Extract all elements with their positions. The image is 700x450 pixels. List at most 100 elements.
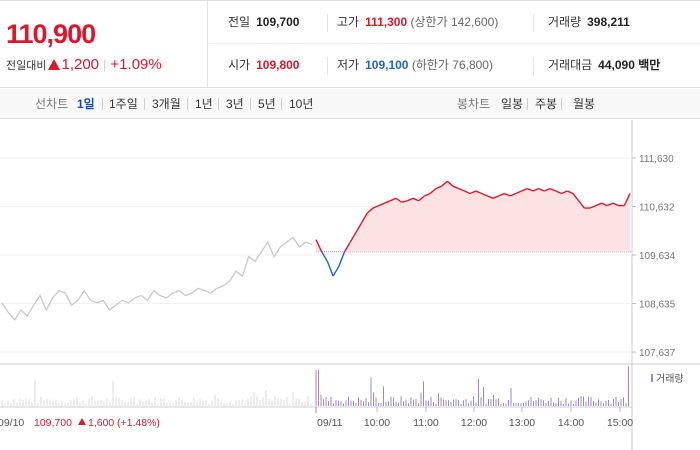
candle-chart-label: 봉차트 [457, 97, 491, 111]
today-price-segment [612, 202, 619, 207]
today-price-segment [601, 202, 608, 207]
tab-1day[interactable]: 1일 [77, 97, 95, 111]
y-tick-label: 109,634 [639, 251, 676, 262]
today-price-segment [486, 195, 494, 199]
today-price-segment [623, 193, 631, 206]
stats-grid: 전일 109,700 고가 111,300 (상한가 142,600) 거래량 398… [209, 1, 700, 87]
x-tick-label: 11:00 [413, 417, 439, 429]
tab-3year[interactable]: 3년 [226, 97, 244, 111]
x-tick-label: 12:00 [461, 417, 487, 429]
chart-period-tabs: 선차트 1일 1주일 3개월 1년 3년 5년 10년 봉차트 일봉 주봉 월봉 [0, 89, 700, 119]
y-tick-label: 107,637 [639, 348, 676, 359]
x-tick-label: 10:00 [364, 417, 390, 429]
current-price-panel: 110,900 전일대비 1,200 | +1.09% [0, 1, 208, 87]
today-price-segment [538, 187, 545, 192]
stat-low: 저가 109,100 (하한가 76,800) [337, 58, 493, 72]
today-price-segment [589, 204, 597, 209]
today-price-segment [412, 197, 420, 202]
today-price-segment [372, 204, 380, 209]
today-price-segment [452, 185, 460, 190]
prev-day-date-label: 09/10 [0, 417, 24, 429]
today-price-segment [544, 187, 551, 192]
divider: | [103, 57, 107, 72]
today-price-segment [515, 190, 522, 195]
today-price-segment [315, 239, 323, 253]
tab-10year[interactable]: 10년 [289, 97, 314, 111]
x-tick-label: 15:00 [607, 417, 633, 429]
stat-high: 고가 111,300 (상한가 142,600) [337, 15, 499, 29]
today-price-segment [366, 207, 374, 214]
today-price-segment [572, 193, 580, 202]
y-tick-label: 111,630 [639, 154, 674, 165]
change-row: 전일대비 1,200 | +1.09% [6, 56, 162, 73]
today-price-segment [407, 197, 414, 202]
today-price-segment [555, 190, 562, 195]
today-price-segment [595, 202, 602, 207]
today-price-segment [464, 190, 471, 195]
today-price-segment [566, 190, 574, 195]
today-price-segment [389, 197, 397, 202]
today-price-segment [395, 197, 403, 203]
today-price-segment [418, 195, 425, 202]
volume-legend-label: 거래량 [656, 373, 684, 385]
today-price-segment [326, 261, 334, 277]
stat-volume: 거래량 398,211 [548, 15, 630, 29]
today-price-segment [424, 192, 431, 197]
today-price-segment [349, 231, 357, 243]
prev-day-price-line [1, 236, 313, 321]
change-value: 1,200 [61, 56, 100, 73]
up-triangle-icon [48, 59, 61, 70]
today-price-segment [475, 190, 482, 195]
tab-3month[interactable]: 3개월 [152, 97, 181, 111]
price-summary-header: 110,900 전일대비 1,200 | +1.09% 전일 109,700 고가 111… [0, 0, 700, 88]
today-price-segment [321, 251, 329, 262]
tab-daily-candle[interactable]: 일봉 [501, 97, 524, 111]
volume-legend-swatch [651, 374, 653, 382]
y-tick-label: 110,632 [639, 202, 675, 213]
prev-day-change-pct-label: (+1.48%) [117, 417, 160, 429]
today-price-segment [504, 192, 511, 197]
today-price-segment [378, 202, 385, 207]
today-price-segment [526, 187, 534, 192]
today-price-segment [343, 241, 351, 253]
today-price-segment [578, 200, 585, 209]
tab-1year[interactable]: 1년 [195, 97, 213, 111]
x-tick-label: 13:00 [509, 417, 535, 429]
prev-day-close-label: 109,700 [34, 417, 72, 429]
today-price-segment [469, 190, 477, 195]
today-price-segment [561, 190, 568, 195]
today-price-segment [521, 187, 528, 192]
tab-5year[interactable]: 5년 [258, 97, 276, 111]
stat-open: 시가 109,800 [228, 58, 300, 72]
today-price-segment [492, 195, 499, 199]
current-price: 110,900 [6, 19, 96, 49]
stat-prev-close: 전일 109,700 [228, 15, 300, 29]
stat-trade-value: 거래대금 44,090 백만 [548, 58, 661, 72]
prev-day-change-label: 1,600 [88, 417, 114, 429]
today-price-segment [549, 187, 557, 192]
prev-day-up-triangle-icon [78, 418, 86, 425]
today-price-segment [361, 212, 368, 223]
today-date-label: 09/11 [317, 417, 343, 429]
tab-1week[interactable]: 1주일 [109, 97, 138, 111]
today-price-segment [498, 192, 505, 197]
today-price-segment [332, 265, 340, 277]
today-price-segment [446, 180, 454, 187]
today-price-segment [606, 202, 614, 207]
change-percent: +1.09% [110, 56, 162, 73]
today-price-segment [338, 251, 346, 267]
today-price-segment [401, 200, 408, 203]
tab-weekly-candle[interactable]: 주봉 [535, 97, 558, 111]
today-price-segment [458, 187, 465, 192]
tab-monthly-candle[interactable]: 월봉 [573, 97, 596, 111]
today-price-segment [435, 185, 442, 190]
today-price-segment [355, 222, 363, 233]
today-price-segment [481, 192, 488, 197]
today-price-segment [509, 192, 517, 197]
change-label: 전일대비 [6, 60, 47, 72]
today-price-segment [384, 200, 391, 204]
price-chart: 111,630 110,632 109,634 108,635 107,637 거래량 09… [0, 120, 700, 450]
today-price-segment [441, 180, 448, 187]
x-tick-label: 14:00 [558, 417, 584, 429]
y-tick-label: 108,635 [639, 300, 676, 311]
